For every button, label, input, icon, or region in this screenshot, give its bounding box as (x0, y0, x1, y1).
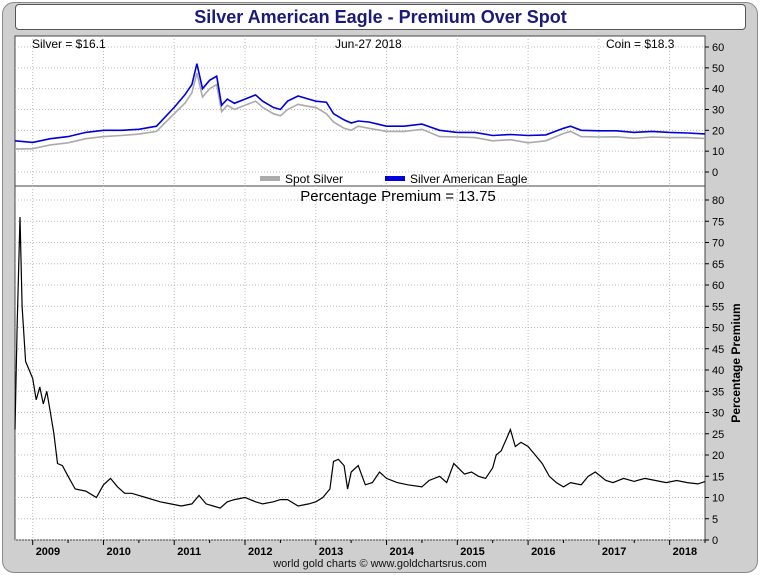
premium-header: Percentage Premium = 13.75 (300, 188, 496, 205)
date-label: Jun-27 2018 (335, 37, 402, 51)
x-tick-label: 2015 (460, 546, 484, 558)
x-tick-label: 2013 (319, 546, 343, 558)
bottom-y-tick-label: 5 (712, 514, 718, 526)
x-tick-label: 2018 (673, 546, 697, 558)
x-tick-label: 2014 (390, 546, 415, 558)
bottom-y-tick-label: 65 (712, 259, 724, 271)
spot-silver-line (14, 72, 706, 150)
top-y-tick-label: 10 (712, 146, 724, 158)
top-y-tick-label: 20 (712, 125, 724, 137)
chart-title: Silver American Eagle - Premium Over Spo… (194, 7, 567, 27)
bottom-y-tick-label: 60 (712, 280, 724, 292)
bottom-y-tick-label: 30 (712, 408, 724, 420)
top-y-ticks: 0 10 20 30 40 50 60 (705, 42, 724, 179)
x-tick-label: 2009 (36, 546, 60, 558)
x-tick-label: 2011 (177, 546, 201, 558)
top-lines (14, 63, 706, 150)
y-axis-label: Percentage Premium (729, 303, 743, 422)
bottom-y-tick-label: 80 (712, 195, 724, 207)
legend-label-coin: Silver American Eagle (410, 172, 528, 186)
bottom-y-tick-label: 0 (712, 535, 718, 547)
x-tick-label: 2010 (106, 546, 130, 558)
bottom-y-tick-label: 10 (712, 493, 724, 505)
footer: world gold charts © www.goldchartsrus.co… (273, 558, 487, 570)
silver-eagle-line (14, 63, 706, 144)
bottom-y-tick-label: 50 (712, 323, 724, 335)
top-y-tick-label: 40 (712, 84, 724, 96)
silver-price-label: Silver = $16.1 (32, 37, 106, 51)
coin-price-label: Coin = $18.3 (606, 37, 675, 51)
title-bar: Silver American Eagle - Premium Over Spo… (15, 4, 746, 30)
x-ticks: 2009 2010 2011 2012 2013 2014 2015 2016 2017 2018 (32, 540, 706, 558)
bottom-y-tick-label: 25 (712, 429, 724, 441)
bottom-y-tick-label: 45 (712, 344, 724, 356)
top-y-tick-label: 30 (712, 105, 724, 117)
premium-line (14, 216, 706, 509)
bottom-y-tick-label: 20 (712, 450, 724, 462)
bottom-y-ticks: 0 5 10 15 20 25 30 35 40 45 50 55 60 65 70 75 80 (705, 195, 724, 547)
bottom-y-tick-label: 55 (712, 301, 724, 313)
top-y-tick-label: 0 (712, 167, 718, 179)
bottom-y-tick-label: 70 (712, 238, 724, 250)
bottom-y-tick-label: 75 (712, 216, 724, 228)
top-y-tick-label: 50 (712, 63, 724, 75)
bottom-y-tick-label: 40 (712, 365, 724, 377)
bottom-lines (14, 216, 706, 509)
legend: Spot Silver Silver American Eagle (260, 172, 528, 186)
bottom-y-tick-label: 15 (712, 471, 724, 483)
bottom-y-tick-label: 35 (712, 386, 724, 398)
legend-swatch-coin (385, 176, 405, 181)
top-panel (14, 35, 706, 187)
x-tick-label: 2016 (531, 546, 555, 558)
bottom-grid (15, 186, 705, 541)
x-tick-label: 2012 (248, 546, 272, 558)
bottom-panel (14, 185, 706, 541)
x-tick-label: 2017 (602, 546, 626, 558)
legend-label-spot: Spot Silver (285, 172, 343, 186)
top-y-tick-label: 60 (712, 42, 724, 54)
legend-swatch-spot (260, 176, 280, 181)
